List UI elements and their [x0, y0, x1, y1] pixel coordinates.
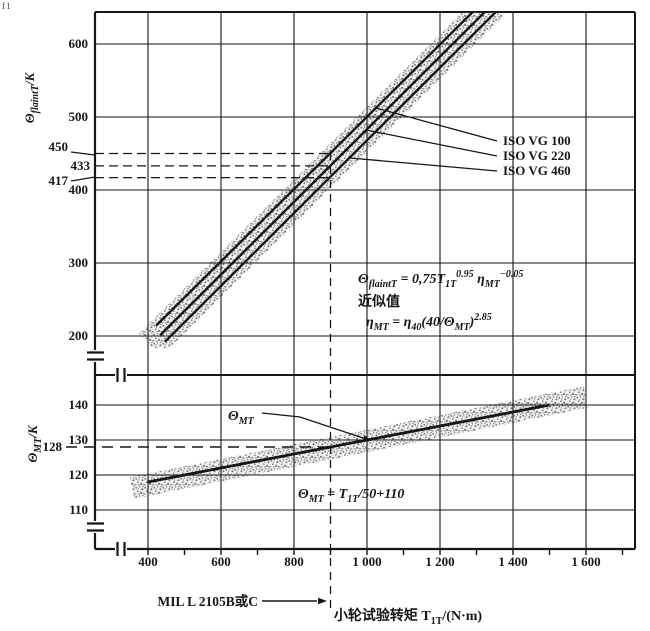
formula-flash-temperature: ΘflaintT = 0,75T1T0.95 ηMT−0.05: [358, 269, 523, 290]
mil-arrowhead: [318, 597, 327, 605]
curve-iso-vg-220: [159, 12, 486, 337]
legend-entry: ISO VG 100: [503, 133, 571, 148]
y-tick-label-bottom: 140: [69, 397, 89, 412]
x-tick-label: 600: [211, 554, 231, 569]
flash-temp-band-group: [138, 12, 504, 348]
axis-break-gap: [91, 350, 99, 362]
marked-value-label: 450: [49, 139, 69, 154]
formula-oil-temperature: ΘMT = T1T/50+110: [298, 487, 404, 505]
axis-break-gap: [115, 371, 127, 379]
x-tick-label: 400: [138, 554, 158, 569]
legend-entry: ISO VG 460: [503, 163, 571, 178]
x-tick-label: 1 600: [571, 554, 600, 569]
y-tick-label-top: 200: [69, 328, 89, 343]
legend-leader: [349, 157, 498, 172]
x-tick-label: 800: [284, 554, 304, 569]
oil-temp-callout-arrow: [261, 412, 367, 440]
x-tick-label: 1 400: [498, 554, 527, 569]
y-tick-label-top: 500: [69, 109, 89, 124]
x-tick-label: 1 000: [352, 554, 381, 569]
axis-break-gap: [91, 521, 99, 533]
marked-value-label: 417: [49, 173, 69, 188]
y-axis-title-top: ΘflaintT/K: [22, 71, 41, 123]
y-tick-label-top: 400: [69, 182, 89, 197]
marked-value-label: 433: [71, 158, 91, 173]
y-axis-title-bottom: ΘMT/K: [25, 424, 44, 463]
y-tick-label-top: 300: [69, 255, 89, 270]
marked-leader: [70, 151, 96, 156]
oil-temp-callout-arrowhead: [362, 435, 372, 442]
curve-iso-vg-460: [163, 12, 497, 343]
marked-value-label: 128: [43, 439, 63, 454]
formula-viscosity: ηMT = η40(40/ΘMT)2.85: [366, 312, 492, 333]
marked-leader: [70, 176, 96, 182]
y-tick-label-bottom: 130: [69, 432, 89, 447]
curve-oil-temperature: [147, 403, 550, 484]
x-axis-title: 小轮试验转矩 T1T/(N·m): [334, 607, 483, 627]
mil-reference-label: MIL L 2105B或C: [157, 593, 258, 609]
y-tick-label-top: 600: [69, 36, 89, 51]
legend-entry: ISO VG 220: [503, 148, 571, 163]
legend-leader: [365, 129, 498, 157]
x-tick-label: 1 200: [425, 554, 454, 569]
oil-temp-band-group: [129, 386, 589, 499]
axis-break-gap: [115, 545, 127, 553]
y-tick-label-bottom: 110: [69, 502, 88, 517]
y-tick-label-bottom: 120: [69, 467, 89, 482]
legend-leader: [375, 107, 498, 142]
page-corner-artifact: f1: [2, 1, 12, 11]
oil-temp-callout-label: ΘMT: [228, 409, 255, 427]
approx-label: 近似值: [358, 293, 400, 310]
curve-iso-vg-100: [155, 12, 474, 327]
